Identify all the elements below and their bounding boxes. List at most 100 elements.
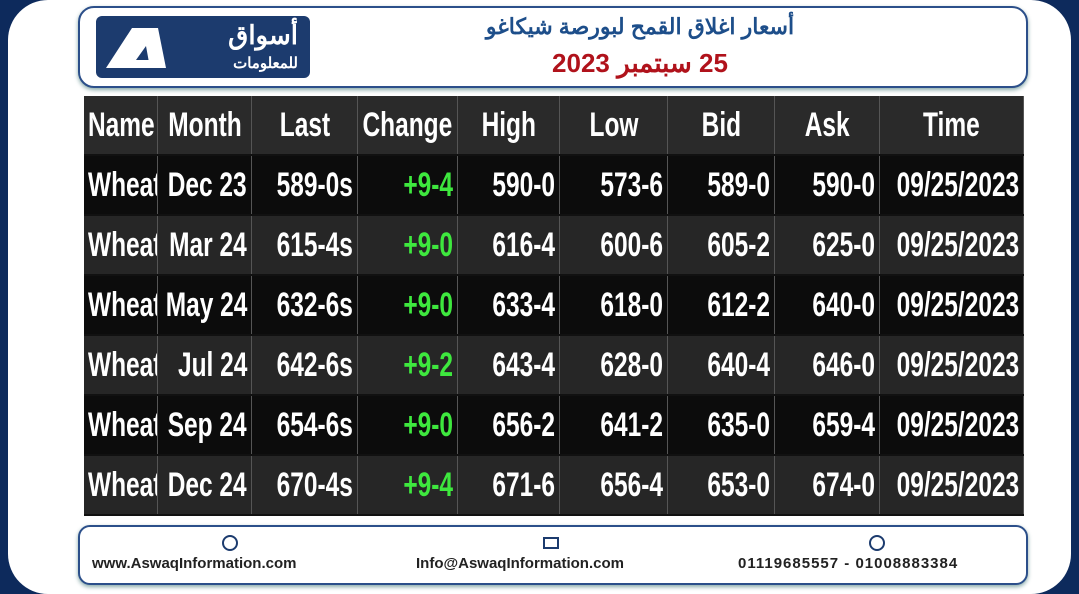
- phones: 01119685557 - 01008883384: [738, 555, 959, 572]
- table-cell: 615-4s: [252, 216, 358, 274]
- cell-text: 600-6: [600, 225, 663, 264]
- cell-text: 589-0s: [276, 165, 353, 204]
- logo-subtitle: للمعلومات: [233, 55, 298, 72]
- cell-text: 643-4: [492, 345, 555, 384]
- table-cell: 640-0: [775, 276, 880, 334]
- table-cell: 09/25/2023: [880, 156, 1024, 214]
- email: Info@AswaqInformation.com: [416, 555, 624, 572]
- cell-text: Jul 24: [177, 345, 247, 384]
- date: 25 سبتمبر 2023: [552, 48, 728, 78]
- cell-text: 654-6s: [276, 405, 353, 444]
- table-cell: May 24: [158, 276, 252, 334]
- cell-text: Last: [279, 105, 330, 144]
- table-cell: 671-6: [458, 456, 560, 514]
- cell-text: 590-0: [492, 165, 555, 204]
- table-cell: Wheat: [84, 336, 158, 394]
- cell-text: 642-6s: [276, 345, 353, 384]
- cell-text: Mar 24: [169, 225, 247, 264]
- table-cell: 612-2: [668, 276, 775, 334]
- table-cell: Jul 24: [158, 336, 252, 394]
- cell-text: 573-6: [600, 165, 663, 204]
- cell-text: 646-0: [812, 345, 875, 384]
- table-cell: 09/25/2023: [880, 276, 1024, 334]
- cell-text: +9-4: [403, 465, 453, 504]
- cell-text: 628-0: [600, 345, 663, 384]
- cell-text: 633-4: [492, 285, 555, 324]
- column-header: Last: [252, 96, 358, 154]
- cell-text: +9-0: [403, 285, 453, 324]
- cell-text: Wheat: [88, 285, 158, 324]
- cell-text: Wheat: [88, 405, 158, 444]
- table-cell: 659-4: [775, 396, 880, 454]
- cell-text: Change: [362, 105, 453, 144]
- cell-text: 635-0: [707, 405, 770, 444]
- cell-text: 09/25/2023: [896, 465, 1019, 504]
- table-cell: 641-2: [560, 396, 668, 454]
- table-cell: Mar 24: [158, 216, 252, 274]
- logo-name: أسواق: [228, 20, 298, 50]
- cell-text: +9-0: [403, 405, 453, 444]
- table-cell: Sep 24: [158, 396, 252, 454]
- table-cell: 600-6: [560, 216, 668, 274]
- cell-text: Month: [167, 105, 242, 144]
- table-cell: 670-4s: [252, 456, 358, 514]
- cell-text: 656-2: [492, 405, 555, 444]
- cell-text: Sep 24: [168, 405, 247, 444]
- cell-text: 670-4s: [276, 465, 353, 504]
- table-cell: 625-0: [775, 216, 880, 274]
- cell-text: Time: [923, 105, 980, 144]
- cell-text: Dec 23: [168, 165, 247, 204]
- cell-text: 09/25/2023: [896, 165, 1019, 204]
- table-cell: 616-4: [458, 216, 560, 274]
- cell-text: Ask: [804, 105, 850, 144]
- table-cell: Wheat: [84, 216, 158, 274]
- table-cell: Dec 23: [158, 156, 252, 214]
- cell-text: 09/25/2023: [896, 225, 1019, 264]
- table-cell: 590-0: [458, 156, 560, 214]
- cell-text: 590-0: [812, 165, 875, 204]
- column-header: Bid: [668, 96, 775, 154]
- title: أسعار اغلاق القمح لبورصة شيكاغو: [485, 14, 795, 39]
- table-cell: 589-0: [668, 156, 775, 214]
- table-cell: +9-2: [358, 336, 458, 394]
- table-cell: Dec 24: [158, 456, 252, 514]
- column-header: Change: [358, 96, 458, 154]
- cell-text: 632-6s: [276, 285, 353, 324]
- table-cell: 643-4: [458, 336, 560, 394]
- table-cell: 628-0: [560, 336, 668, 394]
- cell-text: 640-0: [812, 285, 875, 324]
- table-cell: 656-4: [560, 456, 668, 514]
- cell-text: 09/25/2023: [896, 285, 1019, 324]
- table-cell: Wheat: [84, 396, 158, 454]
- cell-text: 616-4: [492, 225, 555, 264]
- cell-text: 640-4: [707, 345, 770, 384]
- cell-text: 09/25/2023: [896, 345, 1019, 384]
- table-cell: 656-2: [458, 396, 560, 454]
- table-cell: 632-6s: [252, 276, 358, 334]
- cell-text: 09/25/2023: [896, 405, 1019, 444]
- cell-text: 612-2: [707, 285, 770, 324]
- cell-text: 659-4: [812, 405, 875, 444]
- cell-text: 656-4: [600, 465, 663, 504]
- table-cell: 635-0: [668, 396, 775, 454]
- cell-text: Name: [88, 105, 155, 144]
- table-cell: 590-0: [775, 156, 880, 214]
- cell-text: Wheat: [88, 345, 158, 384]
- table-cell: +9-4: [358, 456, 458, 514]
- cell-text: 674-0: [812, 465, 875, 504]
- cell-text: 671-6: [492, 465, 555, 504]
- table-cell: 633-4: [458, 276, 560, 334]
- cell-text: +9-2: [403, 345, 453, 384]
- table-cell: 674-0: [775, 456, 880, 514]
- table-cell: 09/25/2023: [880, 336, 1024, 394]
- cell-text: Wheat: [88, 165, 158, 204]
- column-header: Ask: [775, 96, 880, 154]
- cell-text: +9-0: [403, 225, 453, 264]
- table-cell: Wheat: [84, 156, 158, 214]
- column-header: Name: [84, 96, 158, 154]
- logo: أسواق للمعلومات: [96, 16, 310, 78]
- cell-text: Dec 24: [168, 465, 247, 504]
- cell-text: 653-0: [707, 465, 770, 504]
- header: أسواق للمعلومات أسعار اغلاق القمح لبورصة…: [78, 6, 1028, 88]
- table-cell: Wheat: [84, 276, 158, 334]
